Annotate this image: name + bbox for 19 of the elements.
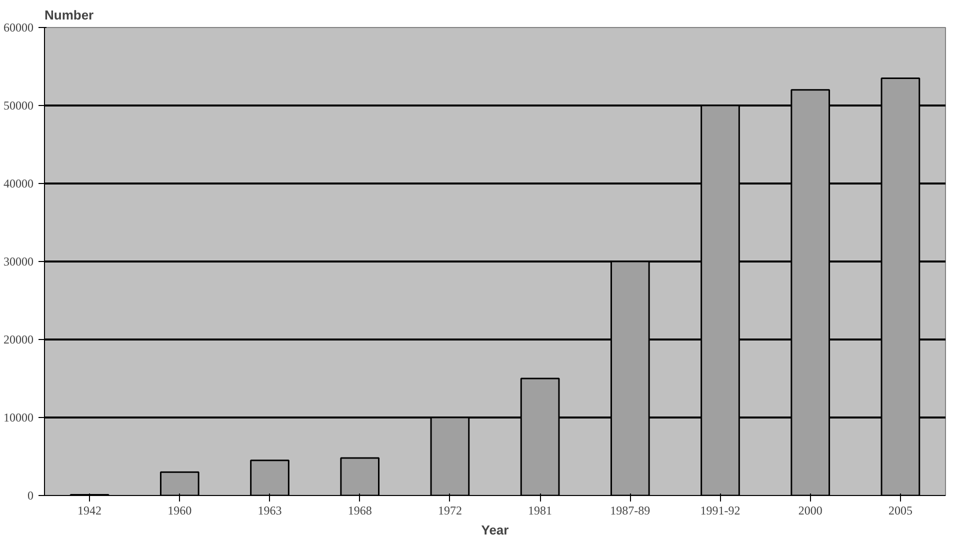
y-tick-label: 60000	[4, 20, 34, 34]
x-tick-label: 1991-92	[700, 504, 740, 518]
x-tick-label: 2005	[888, 504, 912, 518]
x-tick-label: 1987-89	[610, 504, 650, 518]
x-axis-title: Year	[481, 522, 509, 538]
x-tick-label: 1981	[528, 504, 552, 518]
y-tick-label: 10000	[4, 410, 34, 424]
x-tick-label: 1963	[258, 504, 282, 518]
y-axis-title: Number	[44, 8, 94, 22]
y-tick-label: 0	[28, 488, 34, 502]
x-tick-label: 2000	[798, 504, 822, 518]
x-tick-label: 1942	[78, 504, 102, 518]
y-tick-label: 30000	[4, 254, 34, 268]
x-tick-label: 1968	[348, 504, 372, 518]
y-tick-label: 40000	[4, 176, 34, 190]
x-tick-label: 1960	[168, 504, 192, 518]
x-tick-label: 1972	[438, 504, 462, 518]
y-tick-label: 50000	[4, 98, 34, 112]
y-tick-label: 20000	[4, 332, 34, 346]
